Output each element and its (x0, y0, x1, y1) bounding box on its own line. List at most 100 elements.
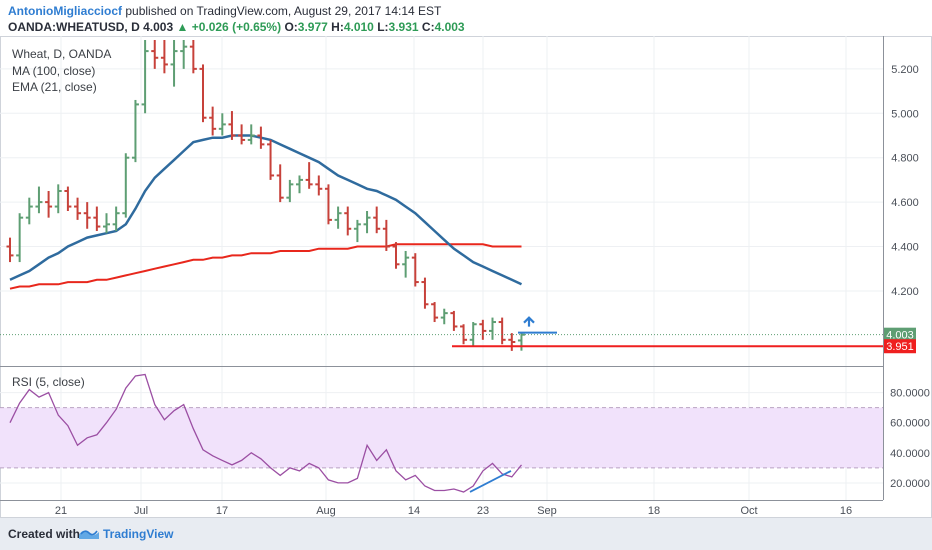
ohlc-bar (131, 99, 139, 163)
time-tick-label: 23 (477, 505, 489, 517)
ohlc-bars-layer (6, 40, 525, 351)
ohlc-bar (324, 184, 332, 225)
close-value: 4.003 (434, 20, 465, 34)
price-tick-label: 4.600 (891, 197, 919, 209)
ohlc-bar (353, 219, 361, 243)
ohlc-bar (267, 139, 275, 180)
ohlc-bar (305, 162, 313, 189)
price-chart-svg[interactable]: 5.200 5.000 4.800 4.600 4.400 4.200 4.0033.951… (0, 36, 932, 518)
publish-line: AntonioMigliacciocf published on Trading… (8, 4, 441, 18)
rsi-layer (9, 373, 523, 493)
ohlc-bar (315, 175, 323, 196)
created-with-label: Created with (8, 527, 81, 541)
ohlc-bar (218, 113, 226, 136)
rsi-tick-label: 40.0000 (890, 448, 930, 460)
ohlc-bar (64, 186, 72, 211)
ohlc-bar (344, 206, 352, 236)
ohlc-bar (16, 213, 24, 263)
tradingview-logo-icon (79, 530, 99, 539)
price-tick-label: 5.000 (891, 108, 919, 120)
ohlc-bar (450, 310, 458, 331)
rsi-tick-label: 60.0000 (890, 418, 930, 430)
time-tick-label: 16 (840, 505, 852, 517)
time-tick-label: Oct (740, 505, 757, 517)
ohlc-bar (440, 308, 448, 325)
time-tick-label: 14 (408, 505, 420, 517)
ohlc-bar (296, 175, 303, 194)
chart-area[interactable]: 5.200 5.000 4.800 4.600 4.400 4.200 4.003 3.951… (0, 36, 932, 518)
ma-100-line (9, 243, 522, 290)
ohlc-bar (25, 197, 33, 225)
ohlc-bar (141, 40, 149, 114)
ohlc-bar (151, 40, 159, 69)
ohlc-bar (508, 333, 516, 351)
ohlc-bar (122, 153, 130, 218)
price-tick-label: 4.800 (891, 153, 919, 165)
close-label: C: (421, 20, 435, 34)
ohlc-bar (93, 206, 101, 231)
high-label: H: (331, 20, 344, 34)
ohlc-bar (489, 317, 496, 340)
ohlc-bar (228, 111, 236, 140)
ohlc-bar (238, 124, 246, 145)
ohlc-bar (45, 191, 53, 218)
ohlc-bar (74, 197, 82, 220)
ohlc-bar (411, 253, 419, 287)
ohlc-bar (421, 277, 429, 309)
ohlc-bar (199, 64, 207, 123)
current-price-label: 4.003 (886, 330, 914, 342)
time-tick-label: Jul (134, 505, 148, 517)
price-change: ▲ +0.026 (+0.65%) (176, 20, 282, 34)
tradingview-brand[interactable]: TradingView (103, 527, 174, 541)
footer-bar: Created with TradingView (0, 518, 932, 550)
ohlc-bar (469, 322, 477, 347)
rsi-line (9, 373, 523, 493)
ohlc-bar (479, 319, 487, 340)
open-label: O: (284, 20, 298, 34)
ohlc-bar (170, 40, 178, 87)
price-tick-label: 5.200 (891, 64, 919, 76)
time-tick-label: Sep (537, 505, 557, 517)
low-label: L: (377, 20, 389, 34)
ema-21-line (9, 134, 523, 286)
legend-ema: EMA (21, close) (12, 80, 97, 94)
ohlc-bar (189, 40, 197, 74)
rsi-band-lines (0, 407, 883, 469)
rsi-tick-label: 80.0000 (890, 388, 930, 400)
legend-rsi: RSI (5, close) (12, 375, 85, 389)
rsi-tick-label: 20.0000 (890, 478, 930, 490)
axis-labels-layer: 5.200 5.000 4.800 4.600 4.400 4.200 4.0033.951… (55, 64, 930, 517)
ohlc-bar (334, 206, 342, 229)
publish-text: published on TradingView.com, August 29,… (125, 4, 442, 18)
ohlc-bar (180, 40, 188, 69)
rsi-band (0, 407, 883, 468)
ohlc-bar (276, 164, 284, 203)
breakout-arrow-icon (523, 316, 535, 327)
time-tick-label: 17 (216, 505, 228, 517)
ohlc-bar (392, 242, 400, 269)
support-price-label: 3.951 (886, 341, 914, 353)
ohlc-bar (431, 302, 439, 323)
ohlc-bar (35, 186, 43, 214)
ohlc-bar (402, 250, 410, 278)
ohlc-bar (286, 179, 294, 203)
ohlc-bar (382, 219, 390, 251)
legend-ma: MA (100, close) (12, 64, 95, 78)
ohlc-bar (373, 206, 381, 234)
chart-header: AntonioMigliacciocf published on Trading… (0, 0, 932, 36)
time-tick-label: 21 (55, 505, 67, 517)
ohlc-bar (257, 126, 265, 149)
author-link[interactable]: AntonioMigliacciocf (8, 4, 122, 18)
ema-21-layer (9, 134, 523, 286)
price-tick-label: 4.400 (891, 242, 919, 254)
ohlc-bar (160, 40, 168, 74)
price-tick-label: 4.200 (891, 286, 919, 298)
symbol-line: OANDA:WHEATUSD, D 4.003 ▲ +0.026 (+0.65%… (8, 20, 465, 34)
ohlc-bar (54, 184, 62, 214)
levels-layer (0, 316, 883, 348)
ma-100-layer (9, 243, 522, 290)
ohlc-bar (112, 206, 120, 231)
symbol-name: OANDA:WHEATUSD, D (8, 20, 140, 34)
current-price-tag (884, 327, 916, 342)
ohlc-bar (363, 210, 371, 234)
